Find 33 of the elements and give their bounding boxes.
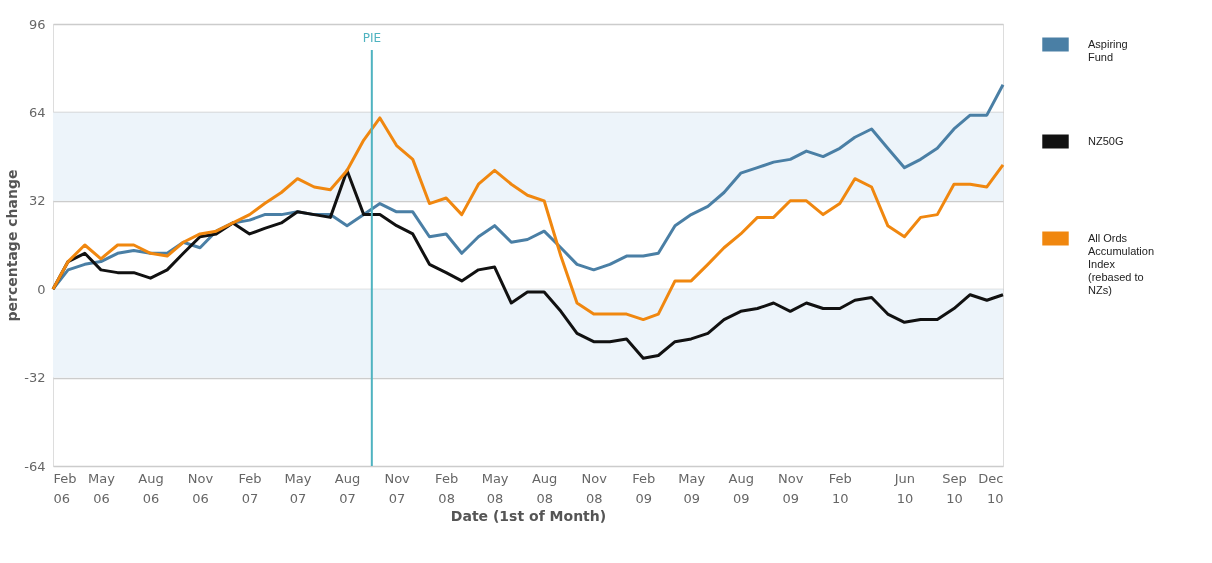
legend-label: All Ords Accumulation Index (rebased to NZs) bbox=[1088, 231, 1155, 296]
x-tick-label: Aug 07 bbox=[334, 470, 361, 506]
x-tick-label: Nov 07 bbox=[384, 470, 411, 506]
x-tick-label: Aug 06 bbox=[138, 470, 164, 506]
x-tick-label: Nov 08 bbox=[581, 470, 608, 506]
x-tick-label: Feb 10 bbox=[828, 470, 852, 506]
y-axis-title: percentage change bbox=[4, 169, 21, 322]
legend-label: Aspiring Fund bbox=[1088, 37, 1128, 63]
x-tick-label: Feb 09 bbox=[632, 470, 656, 506]
x-tick-label: Aug 09 bbox=[728, 470, 754, 506]
x-tick-label: Feb 06 bbox=[53, 470, 77, 506]
legend-label: NZ50G bbox=[1088, 134, 1124, 147]
x-tick-label: Aug 08 bbox=[531, 470, 558, 506]
y-tick-label: 32 bbox=[28, 193, 46, 209]
x-tick-label: May 06 bbox=[87, 470, 116, 506]
x-tick-label: Dec 10 bbox=[978, 470, 1004, 506]
x-tick-label: Feb 08 bbox=[435, 470, 459, 506]
x-tick-label: May 09 bbox=[678, 470, 706, 506]
x-tick-label: May 08 bbox=[481, 470, 509, 506]
y-tick-label: 96 bbox=[28, 16, 46, 32]
x-tick-label: Nov 06 bbox=[187, 470, 214, 506]
y-tick-label: -64 bbox=[24, 458, 46, 474]
x-tick-label: Sep 10 bbox=[942, 470, 967, 506]
x-tick-label: Feb 07 bbox=[238, 470, 262, 506]
y-tick-label: -32 bbox=[24, 370, 46, 386]
x-axis-title: Date (1st of Month) bbox=[450, 507, 607, 524]
x-tick-label: Nov 09 bbox=[778, 470, 804, 506]
x-tick-label: May 07 bbox=[284, 470, 312, 506]
x-tick-label: Jun 10 bbox=[893, 470, 916, 506]
y-tick-label: 64 bbox=[28, 104, 46, 120]
ref-line-label: PIE bbox=[362, 31, 381, 45]
line-series bbox=[51, 116, 1005, 322]
y-tick-label: 0 bbox=[37, 281, 46, 297]
